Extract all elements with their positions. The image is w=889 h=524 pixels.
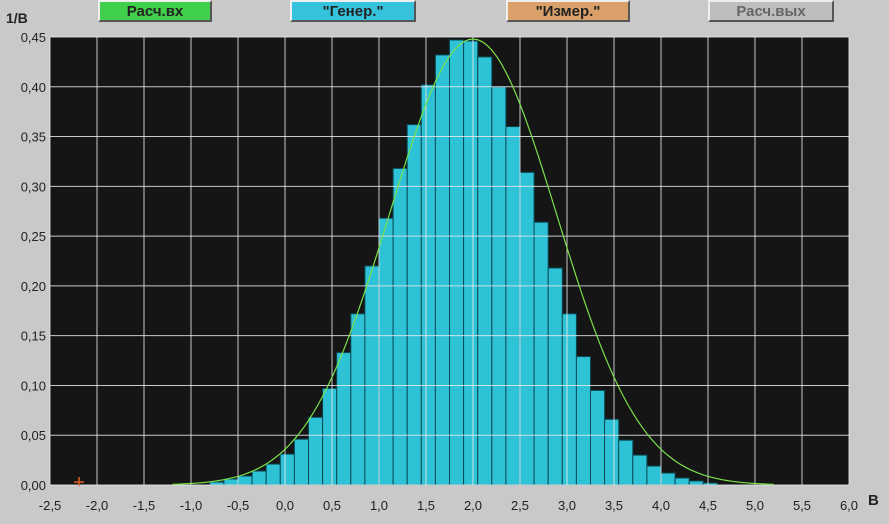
- histogram-bar: [548, 268, 562, 485]
- histogram-bar: [562, 314, 576, 485]
- x-tick-label: 3,5: [605, 498, 623, 513]
- x-tick-label: -1,0: [180, 498, 202, 513]
- histogram-bar: [280, 454, 294, 485]
- x-tick-label: 6,0: [840, 498, 858, 513]
- histogram-bar: [238, 476, 252, 485]
- x-tick-label: -2,0: [86, 498, 108, 513]
- histogram-bar: [224, 479, 238, 485]
- histogram-bar: [675, 478, 689, 485]
- y-tick-label: 0,35: [21, 130, 46, 145]
- histogram-bar: [534, 222, 548, 485]
- histogram-bar: [266, 464, 280, 485]
- x-tick-label: -2,5: [39, 498, 61, 513]
- histogram-bar: [337, 353, 351, 485]
- y-tick-label: 0,05: [21, 428, 46, 443]
- x-tick-label: 4,5: [699, 498, 717, 513]
- x-tick-label: 1,0: [370, 498, 388, 513]
- y-tick-label: 0,30: [21, 179, 46, 194]
- histogram-bar: [393, 168, 407, 485]
- x-tick-label: 0,5: [323, 498, 341, 513]
- histogram-bar: [689, 481, 703, 485]
- histogram-bar: [379, 218, 393, 485]
- histogram-bar: [633, 455, 647, 485]
- y-tick-label: 0,45: [21, 30, 46, 45]
- histogram-bar: [605, 419, 619, 485]
- histogram-bar: [520, 172, 534, 485]
- x-tick-label: 1,5: [417, 498, 435, 513]
- histogram-bar: [294, 439, 308, 485]
- y-tick-labels: 0,00 0,05 0,10 0,15 0,20 0,25 0,30 0,35 0,40 0,45: [21, 30, 46, 493]
- histogram-bar: [351, 314, 365, 485]
- x-tick-label: 0,0: [276, 498, 294, 513]
- y-tick-label: 0,00: [21, 478, 46, 493]
- x-tick-label: -0,5: [227, 498, 249, 513]
- x-tick-label: 2,0: [464, 498, 482, 513]
- x-tick-label: 4,0: [652, 498, 670, 513]
- histogram-bar: [591, 390, 605, 485]
- y-tick-label: 0,25: [21, 229, 46, 244]
- histogram-bar: [647, 466, 661, 485]
- histogram-bar: [464, 41, 478, 485]
- histogram-bar: [450, 40, 464, 485]
- histogram-bar: [576, 357, 590, 485]
- histogram-bar: [661, 473, 675, 485]
- x-tick-labels: -2,5 -2,0 -1,5 -1,0 -0,5 0,0 0,5 1,0 1,5 2,0 2,5 3,…: [39, 498, 858, 513]
- y-tick-label: 0,10: [21, 378, 46, 393]
- histogram-bar: [323, 388, 337, 485]
- x-tick-label: 5,0: [746, 498, 764, 513]
- y-tick-label: 0,40: [21, 80, 46, 95]
- histogram-bar: [365, 266, 379, 485]
- x-tick-label: 3,0: [558, 498, 576, 513]
- histogram-bar: [407, 125, 421, 485]
- histogram-bar: [309, 417, 323, 485]
- x-tick-label: 5,5: [793, 498, 811, 513]
- x-tick-label: -1,5: [133, 498, 155, 513]
- x-tick-label: 2,5: [511, 498, 529, 513]
- histogram-bar: [506, 127, 520, 485]
- histogram-bar: [619, 440, 633, 485]
- histogram-bar: [435, 55, 449, 485]
- y-tick-label: 0,20: [21, 279, 46, 294]
- histogram-bar: [421, 85, 435, 485]
- y-tick-label: 0,15: [21, 329, 46, 344]
- histogram-bar: [252, 471, 266, 485]
- histogram-bar: [478, 57, 492, 485]
